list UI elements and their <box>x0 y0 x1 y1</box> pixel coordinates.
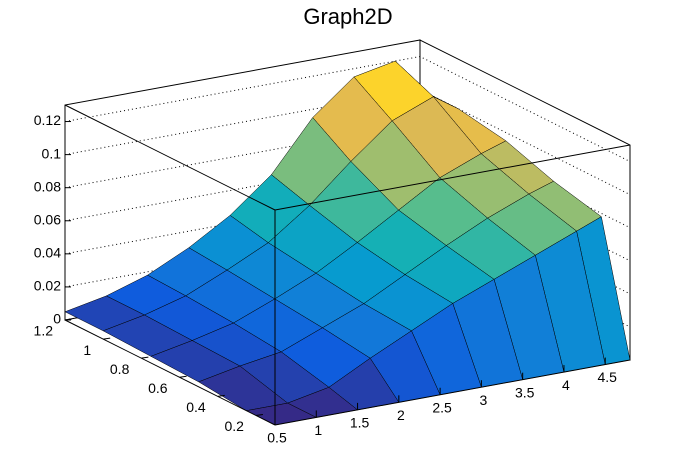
x-tick-label: 3.5 <box>515 384 535 400</box>
chart-title: Graph2D <box>303 4 392 29</box>
y-tick <box>255 413 263 416</box>
box-edge <box>274 144 631 211</box>
z-tick-label: 0.1 <box>42 145 62 161</box>
x-tick-label: 2.5 <box>432 399 452 415</box>
grid-line <box>64 56 631 162</box>
y-tick <box>217 394 225 397</box>
x-tick-label: 0.5 <box>267 430 287 446</box>
x-tick-label: 1.5 <box>350 415 370 431</box>
y-tick-label: 1.2 <box>34 323 54 339</box>
z-tick-label: 0 <box>53 311 61 327</box>
y-tick <box>64 318 73 321</box>
x-tick-label: 3 <box>479 392 487 408</box>
y-tick <box>179 375 187 378</box>
z-tick-label: 0.12 <box>34 112 61 128</box>
y-tick <box>141 356 149 359</box>
y-tick-label: 0.8 <box>110 361 130 377</box>
z-tick-label: 0.06 <box>34 211 61 227</box>
y-tick-label: 0.6 <box>148 380 168 396</box>
y-axis <box>64 319 276 426</box>
z-tick-label: 0.04 <box>34 245 61 261</box>
box-edge <box>64 104 276 211</box>
x-tick-label: 4 <box>562 377 570 393</box>
y-tick-label: 1 <box>83 342 91 358</box>
z-tick-label: 0.08 <box>34 178 61 194</box>
x-tick-label: 2 <box>397 407 405 423</box>
x-tick-label: 1 <box>314 422 322 438</box>
x-tick-label: 4.5 <box>597 369 617 385</box>
y-tick-label: 0.2 <box>224 418 244 434</box>
y-tick-label: 0.4 <box>186 399 206 415</box>
y-tick <box>103 337 111 340</box>
x-axis <box>274 359 631 426</box>
z-tick-label: 0.02 <box>34 278 61 294</box>
